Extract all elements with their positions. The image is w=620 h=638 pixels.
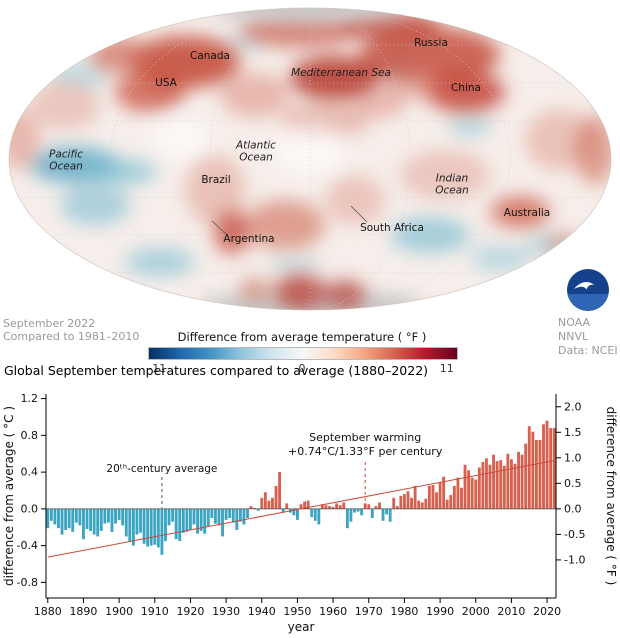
graticule <box>9 8 611 310</box>
color-scale-title: Difference from average temperature ( °F… <box>177 330 427 344</box>
svg-text:1880: 1880 <box>34 605 62 618</box>
svg-text:2020: 2020 <box>533 605 561 618</box>
svg-text:2000: 2000 <box>462 605 490 618</box>
map-caption-line1: September 2022 <box>3 317 96 330</box>
south-africa-pointer-line <box>350 205 368 223</box>
svg-text:1910: 1910 <box>141 605 169 618</box>
svg-text:1.5: 1.5 <box>564 426 582 439</box>
map-caption-line2: Compared to 1981–2010 <box>3 330 140 343</box>
svg-text:1.0: 1.0 <box>564 451 582 464</box>
svg-text:1980: 1980 <box>390 605 418 618</box>
credit-line1: NOAA NNVL <box>558 316 591 343</box>
svg-text:1.2: 1.2 <box>21 392 39 405</box>
temperature-anomaly-bar-chart: -0.8 -0.4 0.0 0.4 0.8 1.2 -1.0 -0.5 0.0 0.5 1.0 1.5… <box>2 392 618 634</box>
svg-text:difference from average ( °C ): difference from average ( °C ) <box>2 406 16 586</box>
color-scale: Difference from average temperature ( °F… <box>148 330 458 376</box>
svg-text:0.0: 0.0 <box>564 502 582 515</box>
svg-text:1930: 1930 <box>212 605 240 618</box>
svg-text:1950: 1950 <box>283 605 311 618</box>
map-section: Canada Russia USA Mediterranean Sea Chin… <box>8 7 612 311</box>
svg-text:-0.8: -0.8 <box>17 576 38 589</box>
svg-text:September warming: September warming <box>309 431 421 444</box>
chart-title: Global September temperatures compared t… <box>4 363 429 378</box>
antarctic-warm-spikes <box>240 274 365 310</box>
svg-text:1990: 1990 <box>426 605 454 618</box>
colorbar-tick-min: -11 <box>148 362 167 375</box>
svg-text:2.0: 2.0 <box>564 400 582 413</box>
svg-text:year: year <box>288 620 315 634</box>
svg-text:2010: 2010 <box>497 605 525 618</box>
map-caption: September 2022 Compared to 1981–2010 <box>3 317 139 343</box>
svg-text:0.4: 0.4 <box>21 466 39 479</box>
svg-text:20ᵗʰ-century average: 20ᵗʰ-century average <box>106 463 217 475</box>
argentina-pointer-line <box>211 220 228 236</box>
noaa-logo <box>566 268 610 312</box>
svg-text:-0.4: -0.4 <box>17 539 38 552</box>
svg-text:0.8: 0.8 <box>21 429 39 442</box>
svg-text:-0.5: -0.5 <box>564 528 585 541</box>
colorbar-tick-max: 11 <box>439 362 454 375</box>
svg-text:0.5: 0.5 <box>564 477 582 490</box>
data-credit: NOAA NNVL Data: NCEI <box>558 316 620 358</box>
svg-text:1890: 1890 <box>69 605 97 618</box>
svg-text:1940: 1940 <box>248 605 276 618</box>
svg-text:1920: 1920 <box>176 605 204 618</box>
svg-text:-1.0: -1.0 <box>564 553 585 566</box>
svg-text:1900: 1900 <box>105 605 133 618</box>
svg-text:+0.74°C/1.33°F per century: +0.74°C/1.33°F per century <box>288 445 443 458</box>
anomaly-colorbar <box>148 347 458 360</box>
credit-line2: Data: NCEI <box>558 344 618 357</box>
svg-text:1970: 1970 <box>355 605 383 618</box>
svg-text:1960: 1960 <box>319 605 347 618</box>
svg-text:difference from average ( °F ): difference from average ( °F ) <box>604 407 618 586</box>
colorbar-ticks: -11 0 11 <box>148 362 456 376</box>
global-anomaly-map <box>8 7 612 311</box>
svg-text:0.0: 0.0 <box>21 502 39 515</box>
colorbar-tick-zero: 0 <box>298 362 306 375</box>
